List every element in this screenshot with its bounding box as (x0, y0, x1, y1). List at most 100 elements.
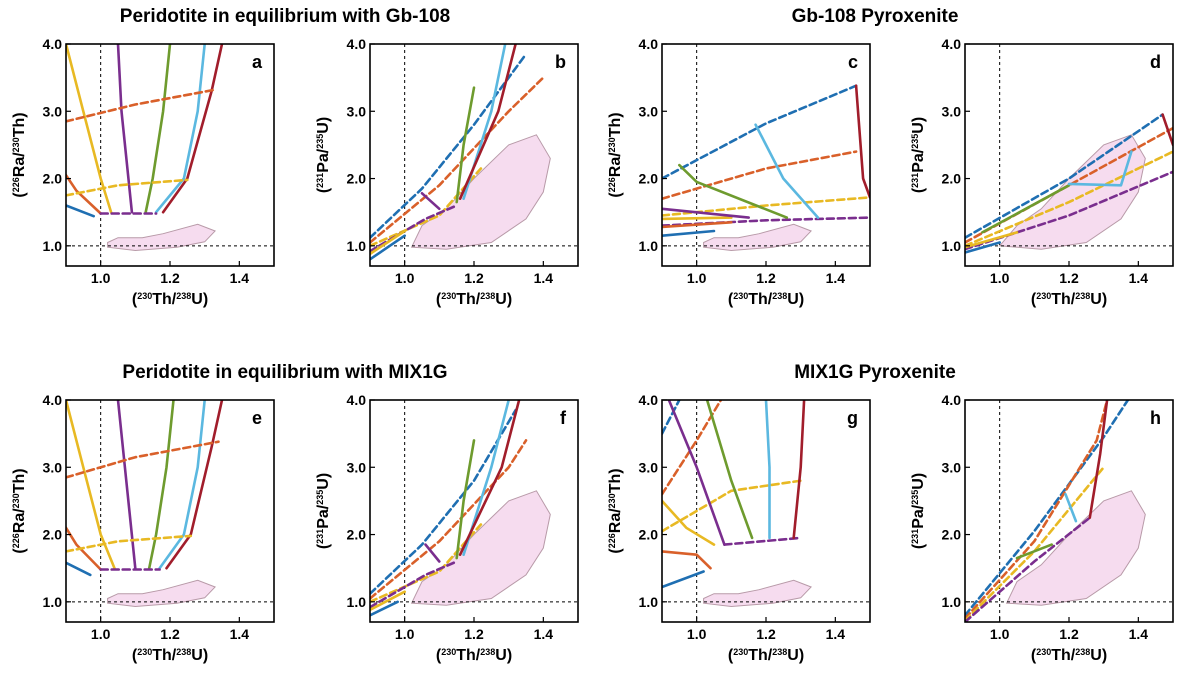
x-tick-label: 1.2 (160, 270, 180, 286)
y-axis-label: (226Ra/230Th) (11, 468, 28, 553)
y-tick-label: 3.0 (347, 459, 367, 475)
series-line-f-5 (370, 590, 406, 612)
series-line-g-8 (705, 400, 754, 540)
x-tick-label: 1.0 (990, 626, 1010, 642)
series-line-g-10 (792, 400, 806, 540)
series-line-h-4 (1015, 543, 1053, 560)
series-line-d-4 (965, 241, 1001, 254)
series-line-e-0 (66, 561, 92, 577)
data-field-g (703, 579, 812, 608)
y-tick-label: 4.0 (43, 36, 63, 52)
series-line-g-1 (662, 400, 723, 496)
series-line-g-3 (723, 536, 802, 546)
series-line-g-6 (662, 499, 716, 546)
series-line-b-5 (370, 229, 406, 256)
series-line-g-2 (662, 479, 802, 533)
series-line-f-6 (424, 543, 441, 563)
group-title-gb108-peridotite: Peridotite in equilibrium with Gb-108 (119, 6, 451, 27)
x-tick-label: 1.2 (464, 270, 484, 286)
panel-letter: g (847, 408, 858, 428)
x-tick-label: 1.4 (534, 626, 554, 642)
panel-a: 1.0 1.2 1.4 1.0 2.0 3.0 4.0 (230Th/238U) (226Ra/… (11, 36, 275, 308)
series-line-h-3 (965, 516, 1092, 622)
group-title-mix1g-peridotite: Peridotite in equilibrium with MIX1G (122, 362, 448, 383)
group-title-gb108-pyroxenite: Gb-108 Pyroxenite (791, 6, 959, 27)
series-line-b-0 (370, 52, 528, 239)
series-line-e-7 (66, 440, 220, 479)
plot-area-f (370, 400, 578, 622)
series-line-g-5 (662, 550, 712, 570)
series-line-a-4 (144, 44, 172, 214)
x-axis-label: (230Th/238U) (436, 291, 512, 308)
series-line-g-7 (667, 400, 726, 546)
series-line-d-7 (1067, 150, 1133, 187)
series-line-d-8 (1161, 113, 1173, 147)
plot-area-h (965, 400, 1173, 622)
series-line-e-4 (147, 400, 175, 570)
plot-area-d (965, 44, 1173, 266)
x-tick-label: 1.2 (1059, 270, 1079, 286)
y-tick-label: 4.0 (347, 392, 367, 408)
plot-area-c (662, 44, 870, 266)
x-tick-label: 1.0 (91, 270, 111, 286)
x-tick-label: 1.4 (230, 626, 250, 642)
panel-letter: h (1150, 408, 1161, 428)
series-line-h-6 (1088, 400, 1109, 519)
series-line-e-5 (158, 400, 206, 570)
y-tick-label: 1.0 (942, 238, 962, 254)
x-axis-label: (230Th/238U) (436, 647, 512, 664)
data-field-h (1005, 490, 1146, 606)
x-tick-label: 1.4 (1129, 270, 1149, 286)
panel-b: 1.0 1.2 1.4 1.0 2.0 3.0 4.0 (230Th/238U) (231Pa/… (315, 36, 579, 308)
series-line-c-9 (754, 123, 820, 219)
panel-letter: e (252, 408, 262, 428)
series-line-h-5 (1064, 492, 1078, 523)
x-axis-label: (230Th/238U) (132, 291, 208, 308)
panel-letter: d (1150, 52, 1161, 72)
x-tick-label: 1.0 (990, 270, 1010, 286)
x-tick-label: 1.4 (230, 270, 250, 286)
series-line-a-6 (161, 44, 224, 214)
y-tick-label: 1.0 (942, 594, 962, 610)
y-axis-label: (226Ra/230Th) (607, 112, 624, 197)
y-tick-label: 2.0 (639, 527, 659, 543)
x-tick-label: 1.2 (1059, 626, 1079, 642)
series-line-a-0 (66, 204, 95, 218)
series-line-f-9 (458, 400, 521, 556)
x-tick-label: 1.2 (160, 626, 180, 642)
y-tick-label: 3.0 (942, 103, 962, 119)
series-line-b-7 (455, 86, 476, 204)
y-axis-label: (226Ra/230Th) (11, 112, 28, 197)
data-field-c (703, 223, 812, 252)
y-tick-label: 3.0 (347, 103, 367, 119)
y-tick-label: 1.0 (639, 238, 659, 254)
series-line-a-8 (66, 178, 189, 197)
series-line-e-1 (66, 526, 102, 571)
y-axis-label: (231Pa/235U) (910, 473, 927, 549)
y-tick-label: 4.0 (43, 392, 63, 408)
y-tick-label: 1.0 (639, 594, 659, 610)
x-tick-label: 1.4 (1129, 626, 1149, 642)
series-line-c-1 (662, 150, 858, 200)
series-line-c-0 (662, 84, 858, 180)
y-tick-label: 4.0 (347, 36, 367, 52)
series-line-a-3 (116, 44, 134, 214)
y-tick-label: 3.0 (43, 459, 63, 475)
x-tick-label: 1.4 (534, 270, 554, 286)
y-tick-label: 3.0 (43, 103, 63, 119)
series-line-g-0 (662, 400, 681, 435)
x-tick-label: 1.0 (687, 270, 707, 286)
series-line-e-8 (66, 534, 193, 553)
plot-area-b (370, 44, 578, 266)
plot-area-g (662, 400, 870, 622)
plot-area-e (66, 400, 274, 622)
y-tick-label: 4.0 (639, 392, 659, 408)
series-line-f-0 (370, 408, 517, 595)
y-tick-label: 2.0 (347, 527, 367, 543)
x-tick-label: 1.2 (756, 626, 776, 642)
y-tick-label: 2.0 (942, 171, 962, 187)
panel-c: 1.0 1.2 1.4 1.0 2.0 3.0 4.0 (230Th/238U) (226Ra/… (607, 36, 871, 308)
series-line-b-9 (458, 44, 517, 200)
y-tick-label: 3.0 (639, 103, 659, 119)
